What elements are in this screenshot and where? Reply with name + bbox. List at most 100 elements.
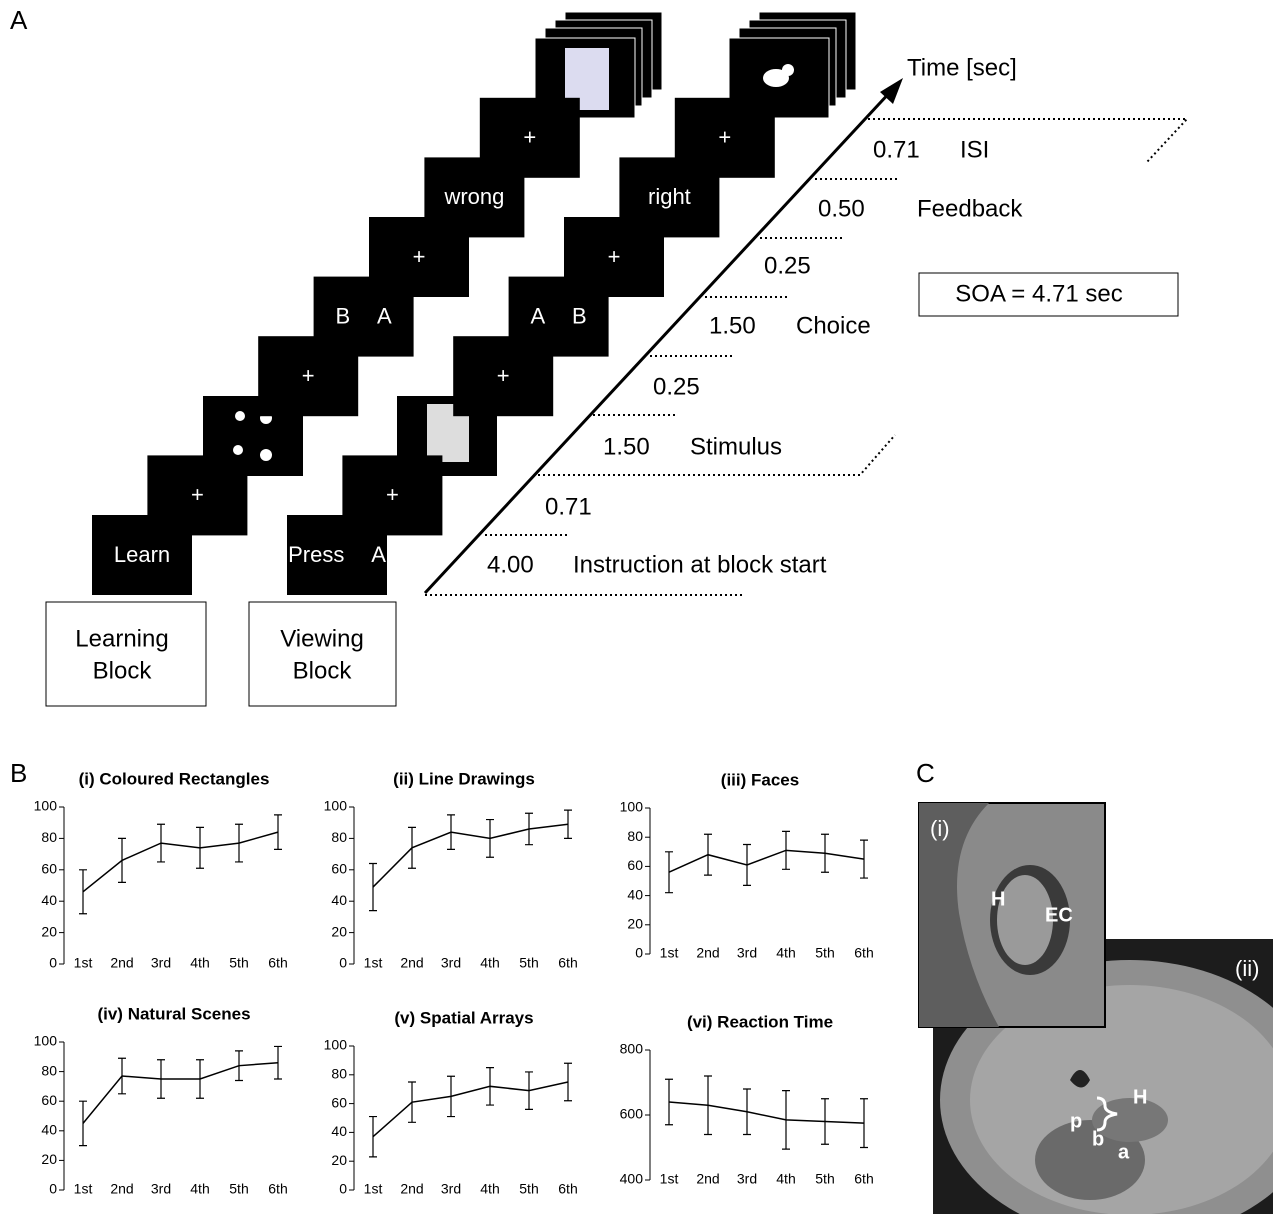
- y-tick-label: 0: [339, 955, 347, 971]
- x-tick-label: 4th: [190, 955, 209, 971]
- y-tick-label: 60: [331, 1094, 347, 1110]
- y-tick-label: 20: [41, 923, 57, 939]
- panel-label: A: [10, 5, 28, 35]
- y-tick-label: 20: [627, 916, 643, 932]
- screen-text: +: [718, 125, 731, 150]
- x-tick-label: 4th: [776, 945, 795, 961]
- figure: A Learn++B A+wrong+Press A++A B+right+ T…: [0, 0, 1273, 1214]
- y-tick-label: 40: [331, 1123, 347, 1139]
- x-tick-label: 5th: [519, 1181, 538, 1197]
- x-tick-label: 3rd: [737, 1171, 757, 1187]
- block-label: Viewing: [280, 625, 364, 652]
- x-tick-label: 5th: [519, 955, 538, 971]
- chart-title: (iv) Natural Scenes: [97, 1004, 250, 1023]
- x-tick-label: 5th: [229, 955, 248, 971]
- y-tick-label: 60: [331, 861, 347, 877]
- line: [373, 824, 568, 887]
- screen-text: B A: [335, 303, 392, 328]
- y-tick-label: 20: [41, 1151, 57, 1167]
- x-tick-label: 1st: [74, 955, 93, 971]
- x-tick-label: 3rd: [151, 1181, 171, 1197]
- line: [83, 832, 278, 892]
- duration: 0.25: [653, 373, 700, 400]
- block-label: Learning: [75, 625, 168, 652]
- x-tick-label: 3rd: [441, 1181, 461, 1197]
- inset-label: (i): [930, 816, 950, 841]
- x-tick-label: 1st: [660, 945, 679, 961]
- y-tick-label: 400: [620, 1171, 644, 1187]
- event: ISI: [960, 136, 989, 163]
- x-tick-label: 1st: [364, 955, 383, 971]
- x-tick-label: 2nd: [696, 1171, 719, 1187]
- x-tick-label: 4th: [190, 1181, 209, 1197]
- y-tick-label: 60: [41, 1092, 57, 1108]
- line: [83, 1063, 278, 1124]
- chart-title: (vi) Reaction Time: [687, 1012, 833, 1031]
- y-tick-label: 80: [627, 828, 643, 844]
- block-label: Block: [293, 657, 353, 684]
- duration: 0.71: [545, 493, 592, 520]
- x-tick-label: 2nd: [110, 955, 133, 971]
- y-tick-label: 0: [339, 1181, 347, 1197]
- duration: 4.00: [487, 551, 534, 578]
- block-box: [46, 602, 206, 706]
- chart-title: (ii) Line Drawings: [393, 769, 535, 788]
- x-tick-label: 2nd: [110, 1181, 133, 1197]
- x-tick-label: 6th: [854, 1171, 873, 1187]
- screen-text: A B: [530, 303, 586, 328]
- screen-text: +: [302, 363, 315, 388]
- event: Instruction at block start: [573, 551, 827, 578]
- duration: 0.25: [764, 252, 811, 279]
- screen-text: +: [523, 125, 536, 150]
- region-label: b: [1092, 1128, 1104, 1150]
- y-tick-label: 40: [627, 886, 643, 902]
- screen-text: +: [191, 482, 204, 507]
- duration: 1.50: [709, 312, 756, 339]
- y-tick-label: 60: [627, 857, 643, 873]
- y-tick-label: 40: [41, 1122, 57, 1138]
- y-tick-label: 40: [331, 892, 347, 908]
- x-tick-label: 6th: [854, 945, 873, 961]
- duration: 0.50: [818, 195, 865, 222]
- screen-text: right: [648, 184, 691, 209]
- x-tick-label: 2nd: [696, 945, 719, 961]
- region-label: H: [991, 888, 1005, 910]
- event: Feedback: [917, 195, 1023, 222]
- block-label: Block: [93, 657, 153, 684]
- y-tick-label: 80: [331, 1066, 347, 1082]
- timeline: 4.00 Instruction at block start 0.71 1.5…: [487, 136, 1023, 578]
- y-tick-label: 0: [49, 1181, 57, 1197]
- duration: 0.71: [873, 136, 920, 163]
- y-tick-label: 100: [620, 799, 644, 815]
- screen-text: +: [497, 363, 510, 388]
- x-tick-label: 3rd: [441, 955, 461, 971]
- screen-text: +: [608, 244, 621, 269]
- region-label: H: [1133, 1086, 1147, 1108]
- x-tick-label: 2nd: [400, 1181, 423, 1197]
- x-tick-label: 6th: [268, 1181, 287, 1197]
- y-tick-label: 100: [34, 798, 58, 814]
- chart-title: (v) Spatial Arrays: [394, 1008, 533, 1027]
- soa: SOA = 4.71 sec: [955, 280, 1122, 307]
- screen-text: +: [386, 482, 399, 507]
- x-tick-label: 4th: [480, 1181, 499, 1197]
- x-tick-label: 5th: [815, 945, 834, 961]
- screens: Learn++B A+wrong+Press A++A B+right+: [92, 98, 775, 595]
- x-tick-label: 1st: [364, 1181, 383, 1197]
- event: Choice: [796, 312, 871, 339]
- screen-text: Learn: [114, 542, 170, 567]
- screen-text: Press A: [288, 542, 386, 567]
- x-tick-label: 6th: [558, 955, 577, 971]
- y-tick-label: 100: [34, 1033, 58, 1049]
- y-tick-label: 40: [41, 892, 57, 908]
- x-tick-label: 1st: [660, 1171, 679, 1187]
- event: Stimulus: [690, 433, 782, 460]
- y-tick-label: 20: [331, 1152, 347, 1168]
- line: [373, 1082, 568, 1137]
- inset-label: (ii): [1235, 956, 1259, 981]
- y-tick-label: 0: [635, 945, 643, 961]
- y-tick-label: 20: [331, 923, 347, 939]
- panel-label: B: [10, 758, 27, 788]
- x-tick-label: 6th: [268, 955, 287, 971]
